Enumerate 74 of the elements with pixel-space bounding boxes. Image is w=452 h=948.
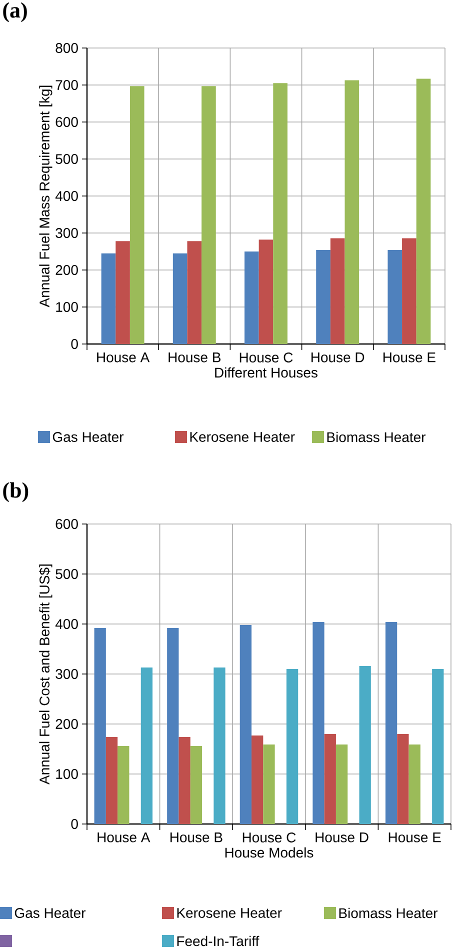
y-tick-label: 600: [56, 519, 78, 529]
bar: [286, 669, 298, 824]
y-tick-label: 0: [71, 819, 78, 829]
legend-label: Feed-In-Tariff: [177, 936, 260, 946]
bar: [140, 668, 153, 824]
x-tick-label: House E: [388, 832, 441, 842]
bar: [130, 86, 144, 344]
x-tick-label: House D: [312, 352, 364, 362]
bar: [408, 744, 420, 824]
x-axis-title: Different Houses: [215, 367, 318, 378]
y-tick-label: 200: [56, 265, 78, 275]
y-tick-label: 200: [56, 719, 78, 729]
bar: [190, 746, 202, 824]
bar: [252, 736, 264, 824]
y-tick-label: 400: [55, 619, 78, 629]
bar: [258, 240, 274, 344]
bar: [330, 238, 345, 344]
bar: [388, 250, 402, 344]
x-tick-label: House C: [240, 352, 293, 362]
y-tick-label: 100: [56, 769, 78, 779]
x-tick-label: House D: [316, 832, 368, 842]
bar: [178, 737, 190, 824]
y-tick-label: 500: [56, 569, 78, 579]
bar: [344, 80, 360, 344]
bar: [312, 622, 324, 824]
chart-title: (b): [3, 482, 28, 502]
bar: [263, 744, 275, 824]
bar: [202, 86, 216, 344]
bar: [94, 628, 106, 824]
x-tick-label: House B: [170, 832, 222, 842]
bar: [101, 253, 116, 344]
y-tick-label: 0: [71, 339, 78, 349]
legend-label: Gas Heater: [52, 432, 124, 442]
bar: [316, 250, 330, 344]
y-tick-label: 100: [56, 302, 78, 312]
bar: [324, 734, 336, 824]
y-tick-label: 600: [56, 117, 78, 127]
legend-label: Biomass Heater: [327, 432, 426, 442]
bar: [359, 666, 371, 824]
bar: [402, 238, 416, 344]
y-axis-title: Annual Fuel Mass Requirement [kg]: [39, 86, 52, 308]
bar: [244, 252, 259, 344]
bar: [416, 78, 431, 344]
bar: [240, 625, 252, 824]
x-tick-label: House B: [168, 352, 220, 362]
legend-label: Kerosene Heater: [190, 432, 295, 442]
x-tick-label: House C: [242, 832, 296, 842]
bar: [432, 669, 444, 824]
y-tick-label: 300: [56, 669, 78, 679]
x-tick-label: House A: [98, 832, 150, 842]
bar: [167, 628, 179, 824]
y-axis-title: Annual Fuel Cost and Benefit [US$]: [38, 564, 52, 784]
x-tick-label: House A: [97, 352, 150, 362]
bar: [273, 83, 288, 344]
x-tick-label: House E: [383, 352, 436, 362]
x-axis-title: House Models: [225, 847, 314, 858]
legend-label: Gas Heater: [14, 908, 86, 918]
bar: [116, 241, 130, 344]
y-tick-label: 500: [56, 154, 78, 164]
bar: [172, 253, 188, 344]
chart-title: (a): [3, 2, 27, 22]
y-tick-label: 400: [55, 191, 78, 201]
y-tick-label: 700: [56, 80, 78, 90]
legend-label: Kerosene Heater: [177, 908, 282, 918]
y-tick-label: 800: [56, 43, 78, 53]
bar: [118, 746, 130, 824]
bar: [106, 737, 118, 824]
bar: [385, 622, 398, 824]
bar: [187, 241, 202, 344]
bar: [397, 734, 409, 824]
y-tick-label: 300: [56, 228, 78, 238]
bar: [214, 668, 226, 824]
legend-label: Biomass Heater: [339, 908, 438, 918]
bar: [336, 744, 348, 824]
